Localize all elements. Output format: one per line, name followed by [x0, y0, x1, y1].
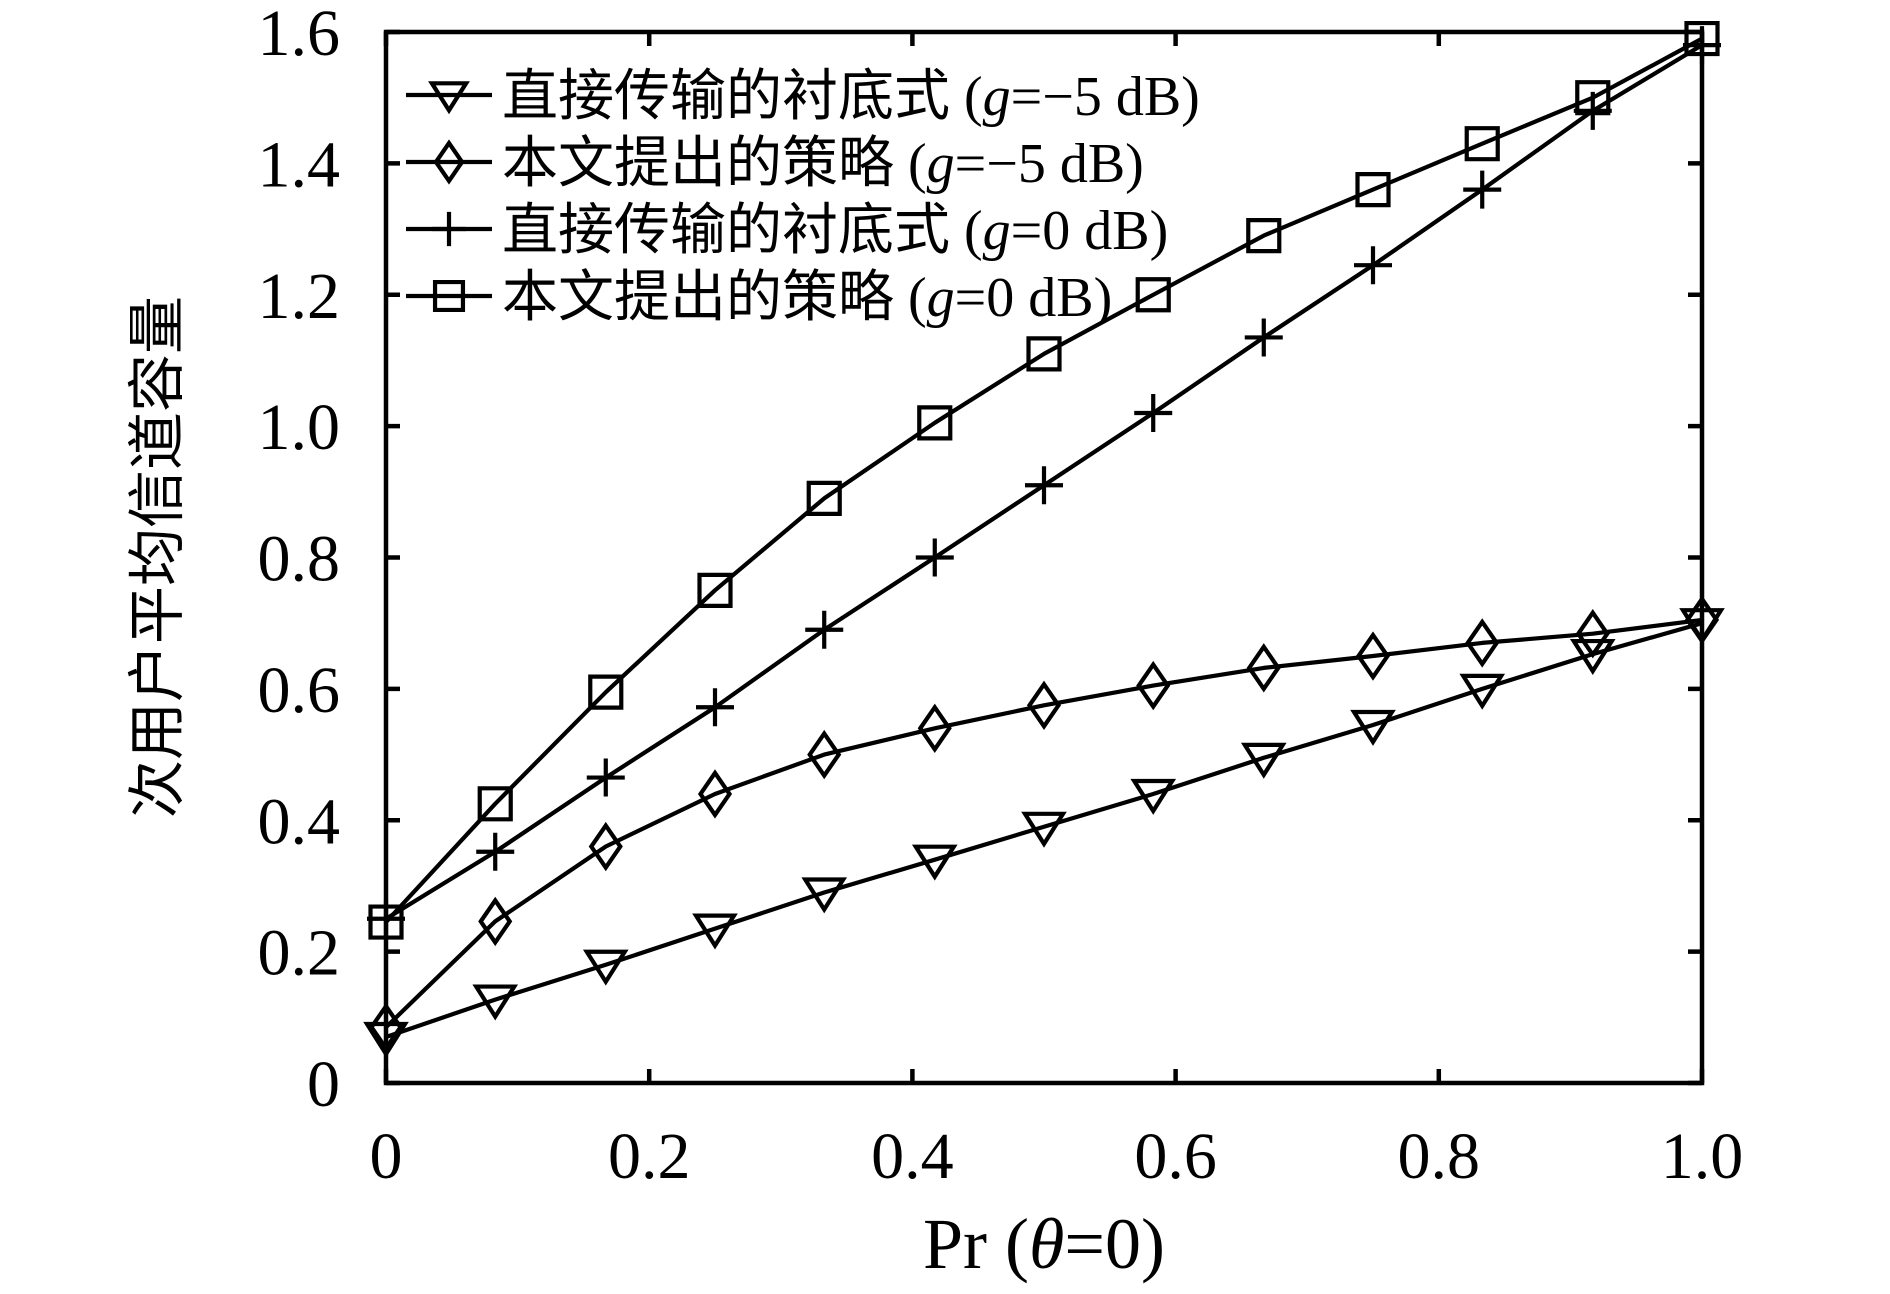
- marker-proposed-g0: [1246, 218, 1282, 254]
- y-tick-label: 1.4: [258, 128, 341, 201]
- marker-direct-underlay-gm5: [582, 949, 629, 986]
- series-line-direct-underlay-gm5: [385, 621, 1703, 1039]
- legend-entry-direct-underlay-g0: 直接传输的衬底式 (g=0 dB): [406, 200, 1168, 262]
- marker-direct-underlay-g0: [476, 832, 515, 871]
- marker-direct-underlay-gm5: [1240, 742, 1287, 779]
- marker-proposed-gm5: [1026, 680, 1062, 730]
- marker-direct-underlay-g0: [1025, 466, 1063, 505]
- marker-proposed-gm5: [807, 729, 842, 780]
- legend-entry-proposed-gm5: 本文提出的策略 (g=−5 dB): [406, 133, 1144, 195]
- x-tick-label: 0.8: [1398, 1120, 1481, 1193]
- legend-label-proposed-gm5: 本文提出的策略 (g=−5 dB): [502, 133, 1144, 195]
- y-tick-label: 0.6: [258, 654, 341, 727]
- marker-proposed-g0: [1464, 126, 1500, 162]
- marker-direct-underlay-g0: [696, 688, 734, 727]
- marker-proposed-gm5: [1684, 595, 1720, 645]
- marker-proposed-gm5: [917, 703, 952, 753]
- marker-proposed-g0: [477, 786, 513, 822]
- y-tick-label: 0.8: [258, 523, 341, 596]
- marker-direct-underlay-gm5: [1459, 673, 1506, 710]
- marker-proposed-gm5: [478, 896, 513, 947]
- legend-entry-direct-underlay-gm5: 直接传输的衬底式 (g=−5 dB): [406, 66, 1200, 128]
- x-tick-label: 0.4: [871, 1120, 954, 1193]
- marker-direct-underlay-g0: [586, 758, 625, 797]
- marker-proposed-gm5: [588, 821, 623, 872]
- series-line-proposed-gm5: [384, 617, 1703, 1029]
- marker-proposed-g0: [697, 572, 733, 608]
- marker-proposed-gm5: [1355, 631, 1391, 681]
- legend-entry-proposed-g0: 本文提出的策略 (g=0 dB): [406, 267, 1112, 329]
- legend-marker-direct-underlay-g0-icon: [431, 211, 467, 247]
- marker-direct-underlay-g0: [1134, 393, 1173, 432]
- marker-direct-underlay-gm5: [1350, 709, 1396, 746]
- marker-proposed-g0: [368, 904, 404, 940]
- legend-marker-direct-underlay-gm5-icon: [428, 81, 470, 115]
- y-tick-label: 1.2: [258, 260, 341, 333]
- y-tick-label: 1.0: [258, 391, 341, 464]
- marker-proposed-gm5: [368, 1002, 404, 1052]
- marker-direct-underlay-g0: [1354, 246, 1392, 285]
- marker-proposed-gm5: [1575, 609, 1610, 659]
- marker-proposed-g0: [917, 405, 953, 441]
- marker-direct-underlay-g0: [915, 538, 954, 577]
- marker-proposed-gm5: [1465, 618, 1500, 668]
- marker-direct-underlay-g0: [1463, 170, 1502, 209]
- series-line-proposed-g0: [384, 36, 1703, 924]
- marker-direct-underlay-gm5: [692, 913, 738, 950]
- marker-direct-underlay-g0: [805, 610, 844, 649]
- y-tick-label: 0: [307, 1048, 340, 1121]
- marker-proposed-gm5: [1136, 660, 1171, 711]
- marker-direct-underlay-gm5: [911, 844, 958, 881]
- y-tick-label: 0.2: [258, 917, 341, 990]
- y-axis-label: 次用户平均信道容量: [125, 296, 190, 818]
- y-tick-label: 0.4: [258, 785, 341, 858]
- legend-label-direct-underlay-gm5: 直接传输的衬底式 (g=−5 dB): [502, 66, 1200, 128]
- legend-marker-proposed-g0-icon: [432, 279, 466, 313]
- marker-proposed-g0: [588, 674, 624, 710]
- marker-direct-underlay-gm5: [1021, 811, 1067, 848]
- x-tick-label: 1.0: [1661, 1120, 1744, 1193]
- marker-proposed-g0: [806, 480, 842, 516]
- legend-marker-proposed-gm5-icon: [433, 139, 465, 185]
- marker-proposed-g0: [1135, 277, 1171, 313]
- x-tick-label: 0.2: [608, 1120, 691, 1193]
- marker-direct-underlay-gm5: [472, 984, 519, 1021]
- marker-proposed-g0: [1355, 172, 1391, 208]
- x-tick-label: 0.6: [1134, 1120, 1217, 1193]
- marker-direct-underlay-gm5: [1569, 638, 1616, 675]
- marker-proposed-g0: [1026, 336, 1062, 372]
- marker-proposed-g0: [1575, 80, 1611, 116]
- marker-proposed-gm5: [1246, 643, 1281, 693]
- x-axis-label: Pr (θ=0): [923, 1204, 1165, 1284]
- legend-label-proposed-g0: 本文提出的策略 (g=0 dB): [502, 267, 1112, 329]
- marker-proposed-gm5: [697, 769, 733, 819]
- marker-direct-underlay-gm5: [363, 1021, 409, 1058]
- marker-proposed-g0: [1684, 20, 1720, 57]
- marker-direct-underlay-g0: [1244, 318, 1283, 357]
- marker-direct-underlay-gm5: [801, 877, 848, 914]
- y-tick-label: 1.6: [258, 0, 341, 70]
- legend-label-direct-underlay-g0: 直接传输的衬底式 (g=0 dB): [502, 200, 1168, 262]
- marker-direct-underlay-gm5: [1130, 778, 1177, 815]
- x-tick-label: 0: [370, 1120, 403, 1193]
